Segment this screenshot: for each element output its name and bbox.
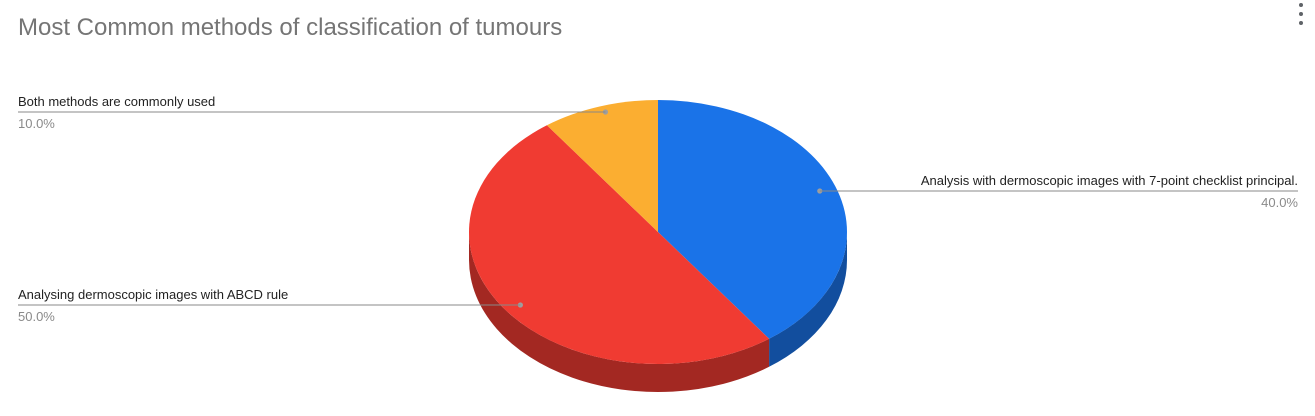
slice-label-1: Analysing dermoscopic images with ABCD r… bbox=[18, 287, 288, 302]
pie-slice-1[interactable] bbox=[468, 125, 770, 365]
slice-label-0: Analysis with dermoscopic images with 7-… bbox=[921, 173, 1298, 188]
menu-dot bbox=[1299, 3, 1303, 7]
chart-title: Most Common methods of classification of… bbox=[18, 14, 563, 41]
more-options-icon[interactable] bbox=[1295, 3, 1307, 25]
slice-percent-0: 40.0% bbox=[1261, 195, 1298, 210]
menu-dot bbox=[1299, 21, 1303, 25]
pie-slice-2[interactable] bbox=[546, 100, 658, 232]
slice-percent-2: 10.0% bbox=[18, 116, 55, 131]
pie-slice-side-1 bbox=[469, 232, 770, 393]
pie-slice-0[interactable] bbox=[658, 100, 847, 339]
slice-label-2: Both methods are commonly used bbox=[18, 94, 215, 109]
leader-dot-2 bbox=[602, 109, 609, 115]
menu-dot bbox=[1299, 12, 1303, 16]
pie-slice-side-0 bbox=[769, 232, 847, 367]
slice-percent-1: 50.0% bbox=[18, 309, 55, 324]
